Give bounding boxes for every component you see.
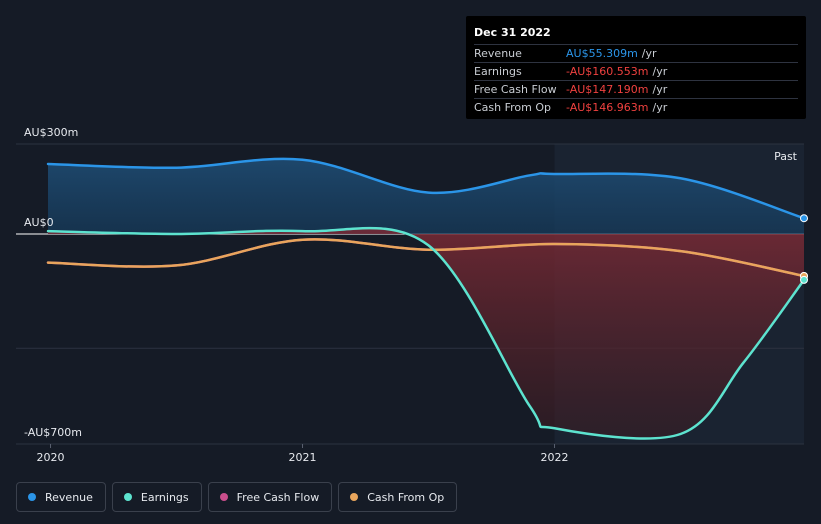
revenue-dot-icon xyxy=(28,493,36,501)
legend-label: Earnings xyxy=(140,490,189,504)
tooltip-row-earnings: Earnings -AU$160.553m /yr xyxy=(474,62,798,80)
end-marker-earnings xyxy=(800,275,808,284)
tooltip-value: AU$55.309m xyxy=(566,47,638,60)
legend: Revenue Earnings Free Cash Flow Cash Fro… xyxy=(16,482,458,512)
end-marker-revenue xyxy=(800,214,808,223)
series-line-cash-from-op xyxy=(46,238,806,278)
legend-label: Revenue xyxy=(45,490,93,504)
tooltip-value: -AU$147.190m xyxy=(566,83,649,96)
tooltip-unit: /yr xyxy=(652,65,668,78)
legend-item-earnings[interactable]: Earnings xyxy=(111,482,202,512)
legend-item-revenue[interactable]: Revenue xyxy=(16,482,106,512)
x-tick-label: 2021 xyxy=(289,451,317,464)
legend-label: Cash From Op xyxy=(367,490,445,504)
earnings-area xyxy=(48,228,804,439)
past-label: Past xyxy=(774,150,798,163)
revenue-area xyxy=(48,158,804,234)
tooltip-row-revenue: Revenue AU$55.309m /yr xyxy=(474,44,798,62)
tooltip-row-free-cash-flow: Free Cash Flow -AU$147.190m /yr xyxy=(474,80,798,98)
x-tick-label: 2020 xyxy=(37,451,65,464)
y-axis-label: -AU$700m xyxy=(24,426,82,439)
cash-from-op-dot-icon xyxy=(350,493,359,501)
legend-item-free-cash-flow[interactable]: Free Cash Flow xyxy=(207,482,333,512)
y-axis-label: AU$0 xyxy=(24,216,54,229)
earnings-dot-icon xyxy=(123,493,132,501)
tooltip-row-cash-from-op: Cash From Op -AU$146.963m /yr xyxy=(474,98,798,116)
x-tick-label: 2022 xyxy=(541,451,569,464)
series-line-earnings xyxy=(46,226,806,440)
series-line-revenue xyxy=(46,157,806,220)
tooltip-label: Revenue xyxy=(474,47,522,60)
tooltip-label: Earnings xyxy=(474,65,522,78)
tooltip-unit: /yr xyxy=(652,101,668,114)
free-cash-flow-dot-icon xyxy=(219,493,228,501)
legend-label: Free Cash Flow xyxy=(236,490,320,504)
legend-item-cash-from-op[interactable]: Cash From Op xyxy=(338,482,458,512)
y-axis-label: AU$300m xyxy=(24,126,78,139)
tooltip-label: Free Cash Flow xyxy=(474,83,557,96)
tooltip-value: -AU$146.963m xyxy=(566,101,649,114)
tooltip-value: -AU$160.553m xyxy=(566,65,649,78)
tooltip-label: Cash From Op xyxy=(474,101,552,114)
tooltip-unit: /yr xyxy=(641,47,657,60)
tooltip-unit: /yr xyxy=(652,83,668,96)
tooltip-date: Dec 31 2022 xyxy=(474,26,551,39)
tooltip: Dec 31 2022 Revenue AU$55.309m /yr Earni… xyxy=(466,16,806,119)
